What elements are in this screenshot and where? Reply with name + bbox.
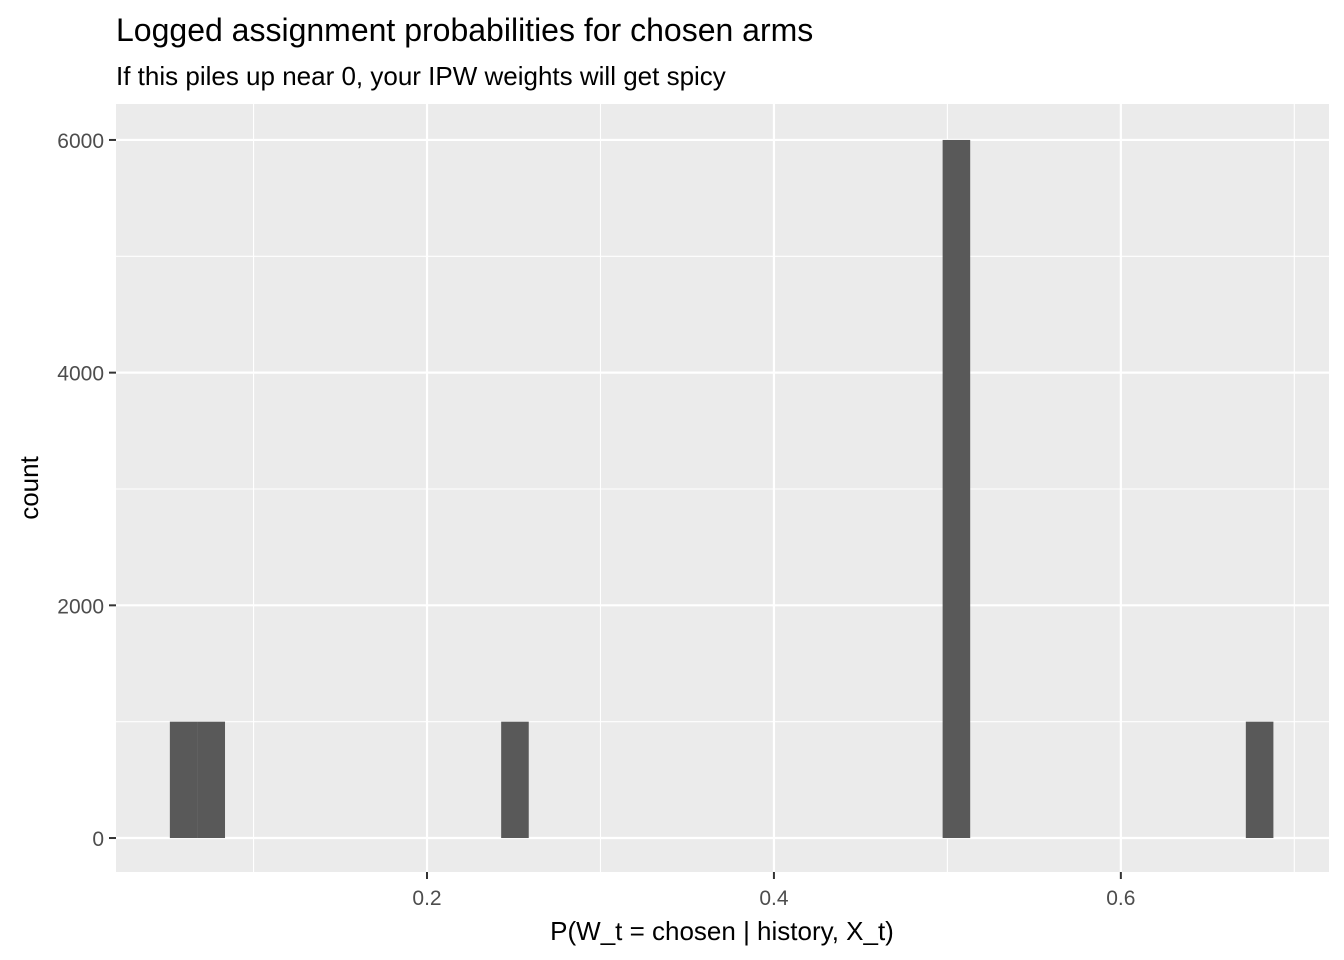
y-tick-label: 0 xyxy=(92,828,104,851)
histogram-bar xyxy=(1245,721,1274,839)
x-axis-label: P(W_t = chosen | history, X_t) xyxy=(550,916,894,946)
y-tick-label: 2000 xyxy=(57,595,104,618)
y-tick-label: 4000 xyxy=(57,363,104,386)
histogram-bar xyxy=(169,721,198,839)
x-tick-label: 0.2 xyxy=(412,887,441,910)
histogram-bar xyxy=(942,139,971,839)
histogram-bar xyxy=(197,721,226,839)
chart-title: Logged assignment probabilities for chos… xyxy=(116,12,813,48)
x-tick-label: 0.4 xyxy=(759,887,789,910)
histogram-bar xyxy=(501,721,529,839)
x-tick-label: 0.6 xyxy=(1106,887,1135,910)
y-tick-label: 6000 xyxy=(57,130,104,153)
plot-panel xyxy=(116,104,1329,872)
y-axis-label: count xyxy=(14,455,44,519)
chart-subtitle: If this piles up near 0, your IPW weight… xyxy=(116,61,726,91)
